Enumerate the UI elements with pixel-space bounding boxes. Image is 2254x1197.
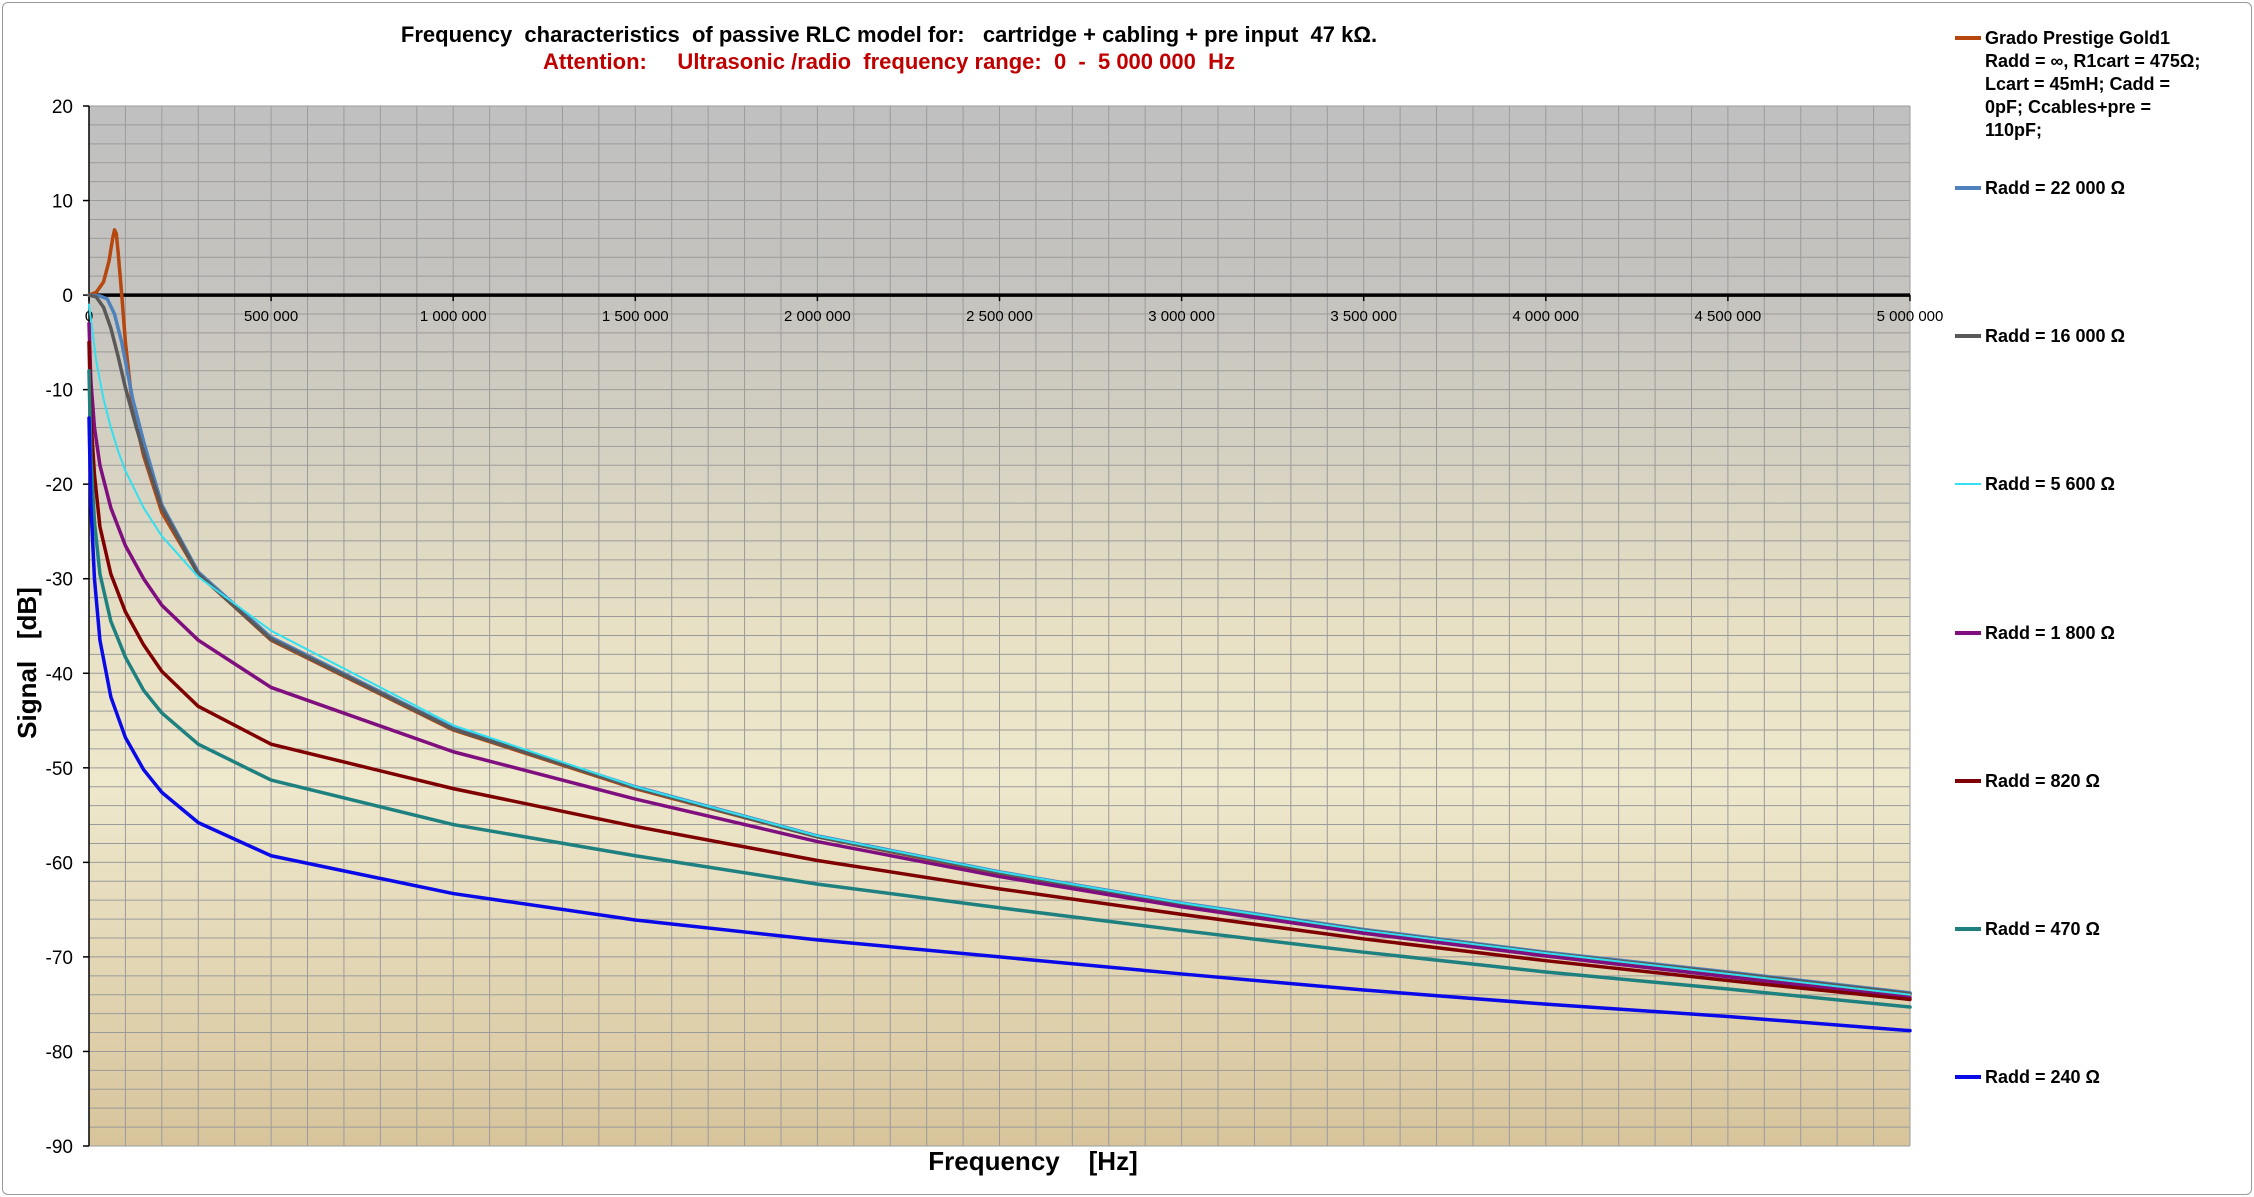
x-tick-labels: 0 500 000 1 000 000 1 500 000 2 000 000 2 500… (85, 308, 1944, 325)
legend-entry-1: Radd = 22 000 Ω (1985, 178, 2125, 198)
y-tick-label: 20 (52, 97, 73, 118)
x-tick-label: 4 500 000 (1695, 308, 1762, 325)
legend-entry-2: Radd = 16 000 Ω (1985, 326, 2125, 346)
legend-entry-4: Radd = 1 800 Ω (1985, 623, 2115, 643)
y-tick-label: -90 (46, 1137, 73, 1158)
legend-entry-7: Radd = 240 Ω (1985, 1067, 2100, 1087)
y-tick-label: -10 (46, 381, 73, 402)
y-axis-title: Signal [dB] (12, 587, 42, 739)
x-tick-label: 500 000 (244, 308, 298, 325)
chart-subtitle: Attention: Ultrasonic /radio frequency r… (543, 49, 1235, 74)
series-line-6 (87, 368, 1912, 1009)
x-tick-label: 2 000 000 (784, 308, 851, 325)
x-tick-label: 2 500 000 (966, 308, 1033, 325)
x-axis-title: Frequency [Hz] (928, 1146, 1137, 1176)
legend-entry-3: Radd = 5 600 Ω (1985, 474, 2115, 494)
legend: Grado Prestige Gold1 Radd = ∞, R1cart = 4… (1955, 28, 2200, 1087)
y-tick-label: -80 (46, 1042, 73, 1063)
y-tick-label: -50 (46, 759, 73, 780)
series-line-5 (87, 340, 1912, 1002)
legend-entry-0: Grado Prestige Gold1 Radd = ∞, R1cart = 4… (1985, 28, 2200, 140)
legend-entry-5: Radd = 820 Ω (1985, 771, 2100, 791)
y-tick-label: -70 (46, 948, 73, 969)
y-tick-label: 0 (62, 286, 73, 307)
x-tick-label: 1 500 000 (602, 308, 669, 325)
x-tick-label: 1 000 000 (420, 308, 487, 325)
y-tick-labels: 20 10 0 -10 -20 -30 -40 -50 -60 -70 -80 -90 (46, 97, 73, 1158)
series-line-4 (87, 321, 1912, 1000)
y-tick-label: -20 (46, 475, 73, 496)
series-line-3 (88, 303, 1911, 996)
x-tick-label: 5 000 000 (1877, 308, 1944, 325)
y-tick-label: -60 (46, 853, 73, 874)
x-tick-label: 3 500 000 (1330, 308, 1397, 325)
y-tick-label: -40 (46, 664, 73, 685)
series-line-7 (87, 416, 1912, 1033)
x-tick-label: 0 (85, 308, 93, 325)
legend-entry-6: Radd = 470 Ω (1985, 919, 2100, 939)
chart-title: Frequency characteristics of passive RLC… (401, 22, 1377, 47)
grid-lines (83, 105, 1911, 1147)
y-tick-label: 10 (52, 192, 73, 213)
x-tick-label: 4 000 000 (1512, 308, 1579, 325)
series-lines (87, 228, 1912, 1033)
y-tick-label: -30 (46, 570, 73, 591)
chart-svg: Frequency characteristics of passive RLC… (12, 22, 2200, 1176)
x-tick-label: 3 000 000 (1148, 308, 1215, 325)
